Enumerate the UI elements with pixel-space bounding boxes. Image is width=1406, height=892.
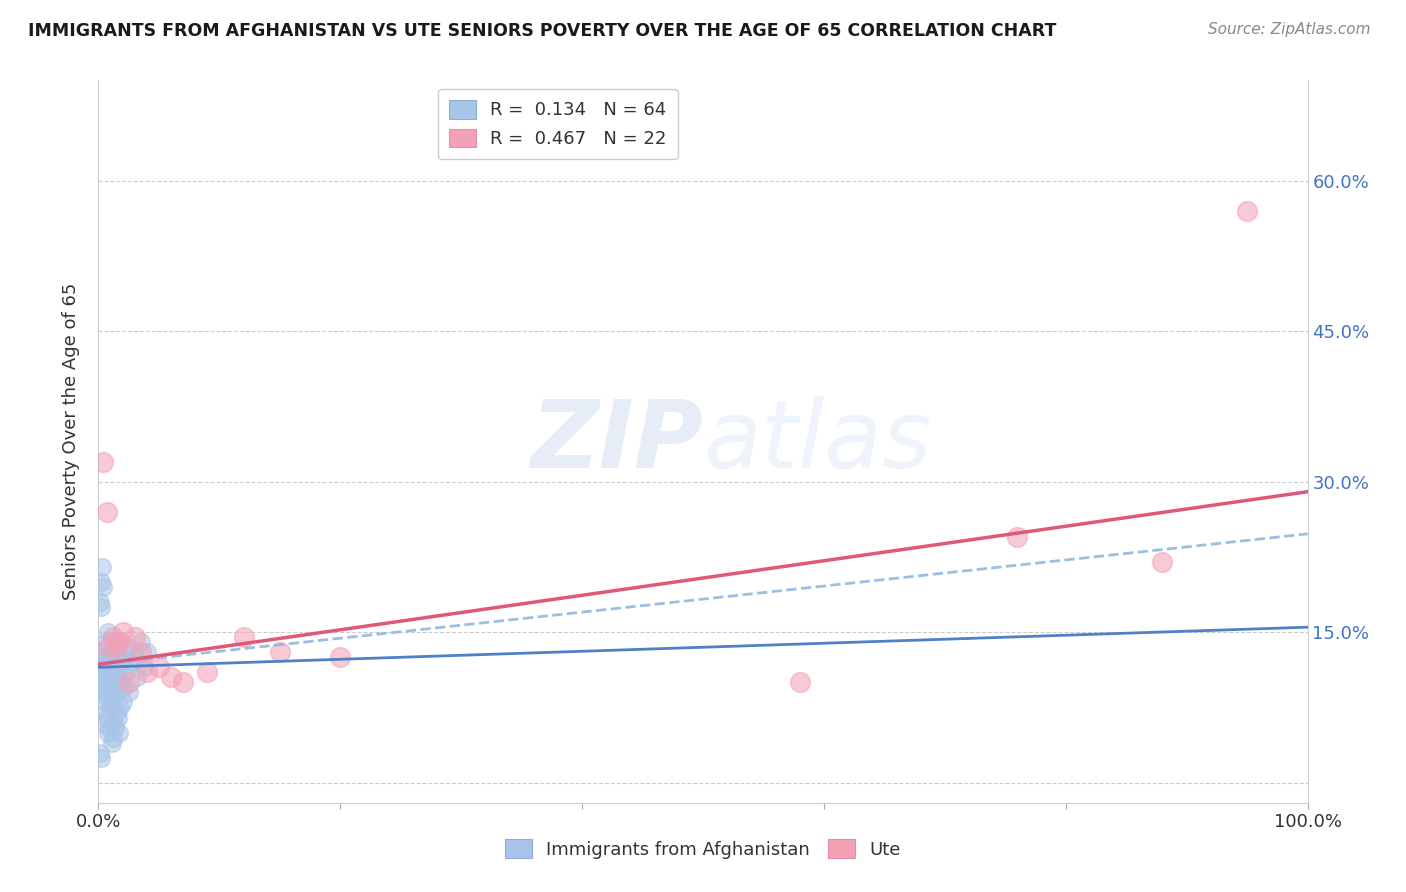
Point — [127, 670, 149, 684]
Point — [195, 665, 218, 680]
Point — [118, 675, 141, 690]
Point — [94, 706, 117, 720]
Point — [108, 725, 131, 739]
Point — [108, 635, 131, 649]
Point — [91, 670, 114, 684]
Point — [93, 715, 115, 730]
Point — [129, 635, 152, 649]
Point — [103, 665, 125, 680]
Point — [97, 640, 120, 655]
Point — [93, 696, 115, 710]
Point — [100, 655, 122, 669]
Point — [108, 635, 131, 649]
Point — [97, 725, 120, 739]
Point — [110, 675, 132, 690]
Point — [90, 600, 112, 615]
Point — [329, 650, 352, 665]
Point — [100, 700, 122, 714]
Text: Source: ZipAtlas.com: Source: ZipAtlas.com — [1208, 22, 1371, 37]
Point — [101, 635, 124, 649]
Point — [93, 675, 115, 690]
Point — [100, 735, 122, 749]
Point — [105, 706, 128, 720]
Point — [124, 630, 146, 644]
Point — [98, 681, 121, 695]
Point — [91, 681, 114, 695]
Point — [120, 655, 142, 669]
Point — [96, 710, 118, 724]
Point — [112, 681, 135, 695]
Point — [91, 645, 114, 659]
Point — [101, 731, 124, 745]
Point — [1236, 203, 1258, 218]
Legend: Immigrants from Afghanistan, Ute: Immigrants from Afghanistan, Ute — [498, 832, 908, 866]
Point — [100, 645, 122, 659]
Point — [105, 640, 128, 655]
Point — [111, 696, 134, 710]
Point — [98, 660, 121, 674]
Point — [105, 670, 128, 684]
Point — [789, 675, 811, 690]
Point — [94, 685, 117, 699]
Point — [89, 746, 111, 760]
Y-axis label: Seniors Poverty Over the Age of 65: Seniors Poverty Over the Age of 65 — [62, 283, 80, 600]
Point — [108, 660, 131, 674]
Point — [107, 681, 129, 695]
Point — [172, 675, 194, 690]
Point — [105, 645, 128, 659]
Point — [135, 645, 157, 659]
Point — [100, 670, 122, 684]
Point — [129, 645, 152, 659]
Point — [96, 690, 118, 705]
Point — [91, 560, 114, 574]
Point — [134, 660, 156, 674]
Point — [101, 630, 124, 644]
Point — [104, 721, 127, 735]
Point — [114, 645, 136, 659]
Point — [101, 685, 124, 699]
Point — [104, 650, 127, 665]
Point — [111, 625, 134, 640]
Point — [89, 595, 111, 609]
Point — [135, 665, 157, 680]
Point — [148, 660, 170, 674]
Point — [97, 665, 120, 680]
Point — [108, 700, 131, 714]
Point — [124, 650, 146, 665]
Point — [91, 580, 114, 594]
Point — [94, 635, 117, 649]
Point — [232, 630, 254, 644]
Text: atlas: atlas — [703, 396, 931, 487]
Point — [115, 665, 138, 680]
Point — [103, 715, 125, 730]
Point — [118, 685, 141, 699]
Point — [160, 670, 183, 684]
Point — [96, 650, 118, 665]
Point — [107, 710, 129, 724]
Point — [91, 655, 114, 669]
Point — [91, 454, 114, 469]
Point — [118, 640, 141, 655]
Point — [96, 505, 118, 519]
Point — [90, 660, 112, 674]
Point — [90, 750, 112, 764]
Point — [100, 675, 122, 690]
Point — [90, 574, 112, 589]
Point — [269, 645, 291, 659]
Point — [97, 625, 120, 640]
Text: ZIP: ZIP — [530, 395, 703, 488]
Point — [103, 690, 125, 705]
Point — [98, 721, 121, 735]
Text: IMMIGRANTS FROM AFGHANISTAN VS UTE SENIORS POVERTY OVER THE AGE OF 65 CORRELATIO: IMMIGRANTS FROM AFGHANISTAN VS UTE SENIO… — [28, 22, 1056, 40]
Point — [1007, 530, 1029, 544]
Point — [1152, 555, 1174, 569]
Point — [111, 655, 134, 669]
